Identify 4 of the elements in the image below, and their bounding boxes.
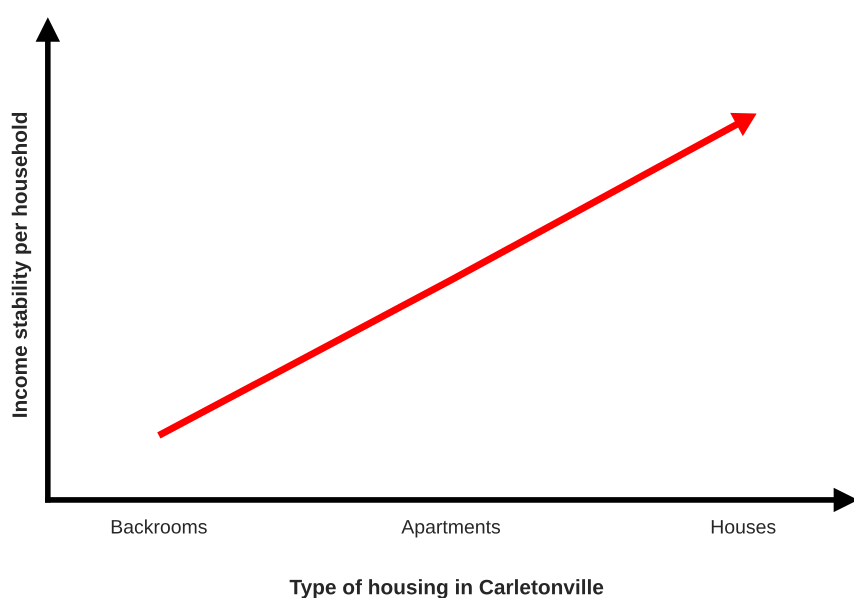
x-tick-label: Apartments bbox=[401, 520, 500, 538]
x-tick-label: Backrooms bbox=[112, 519, 207, 534]
y-axis-title: Income stability per household bbox=[12, 112, 32, 417]
x-tick-label: Houses bbox=[712, 520, 776, 534]
